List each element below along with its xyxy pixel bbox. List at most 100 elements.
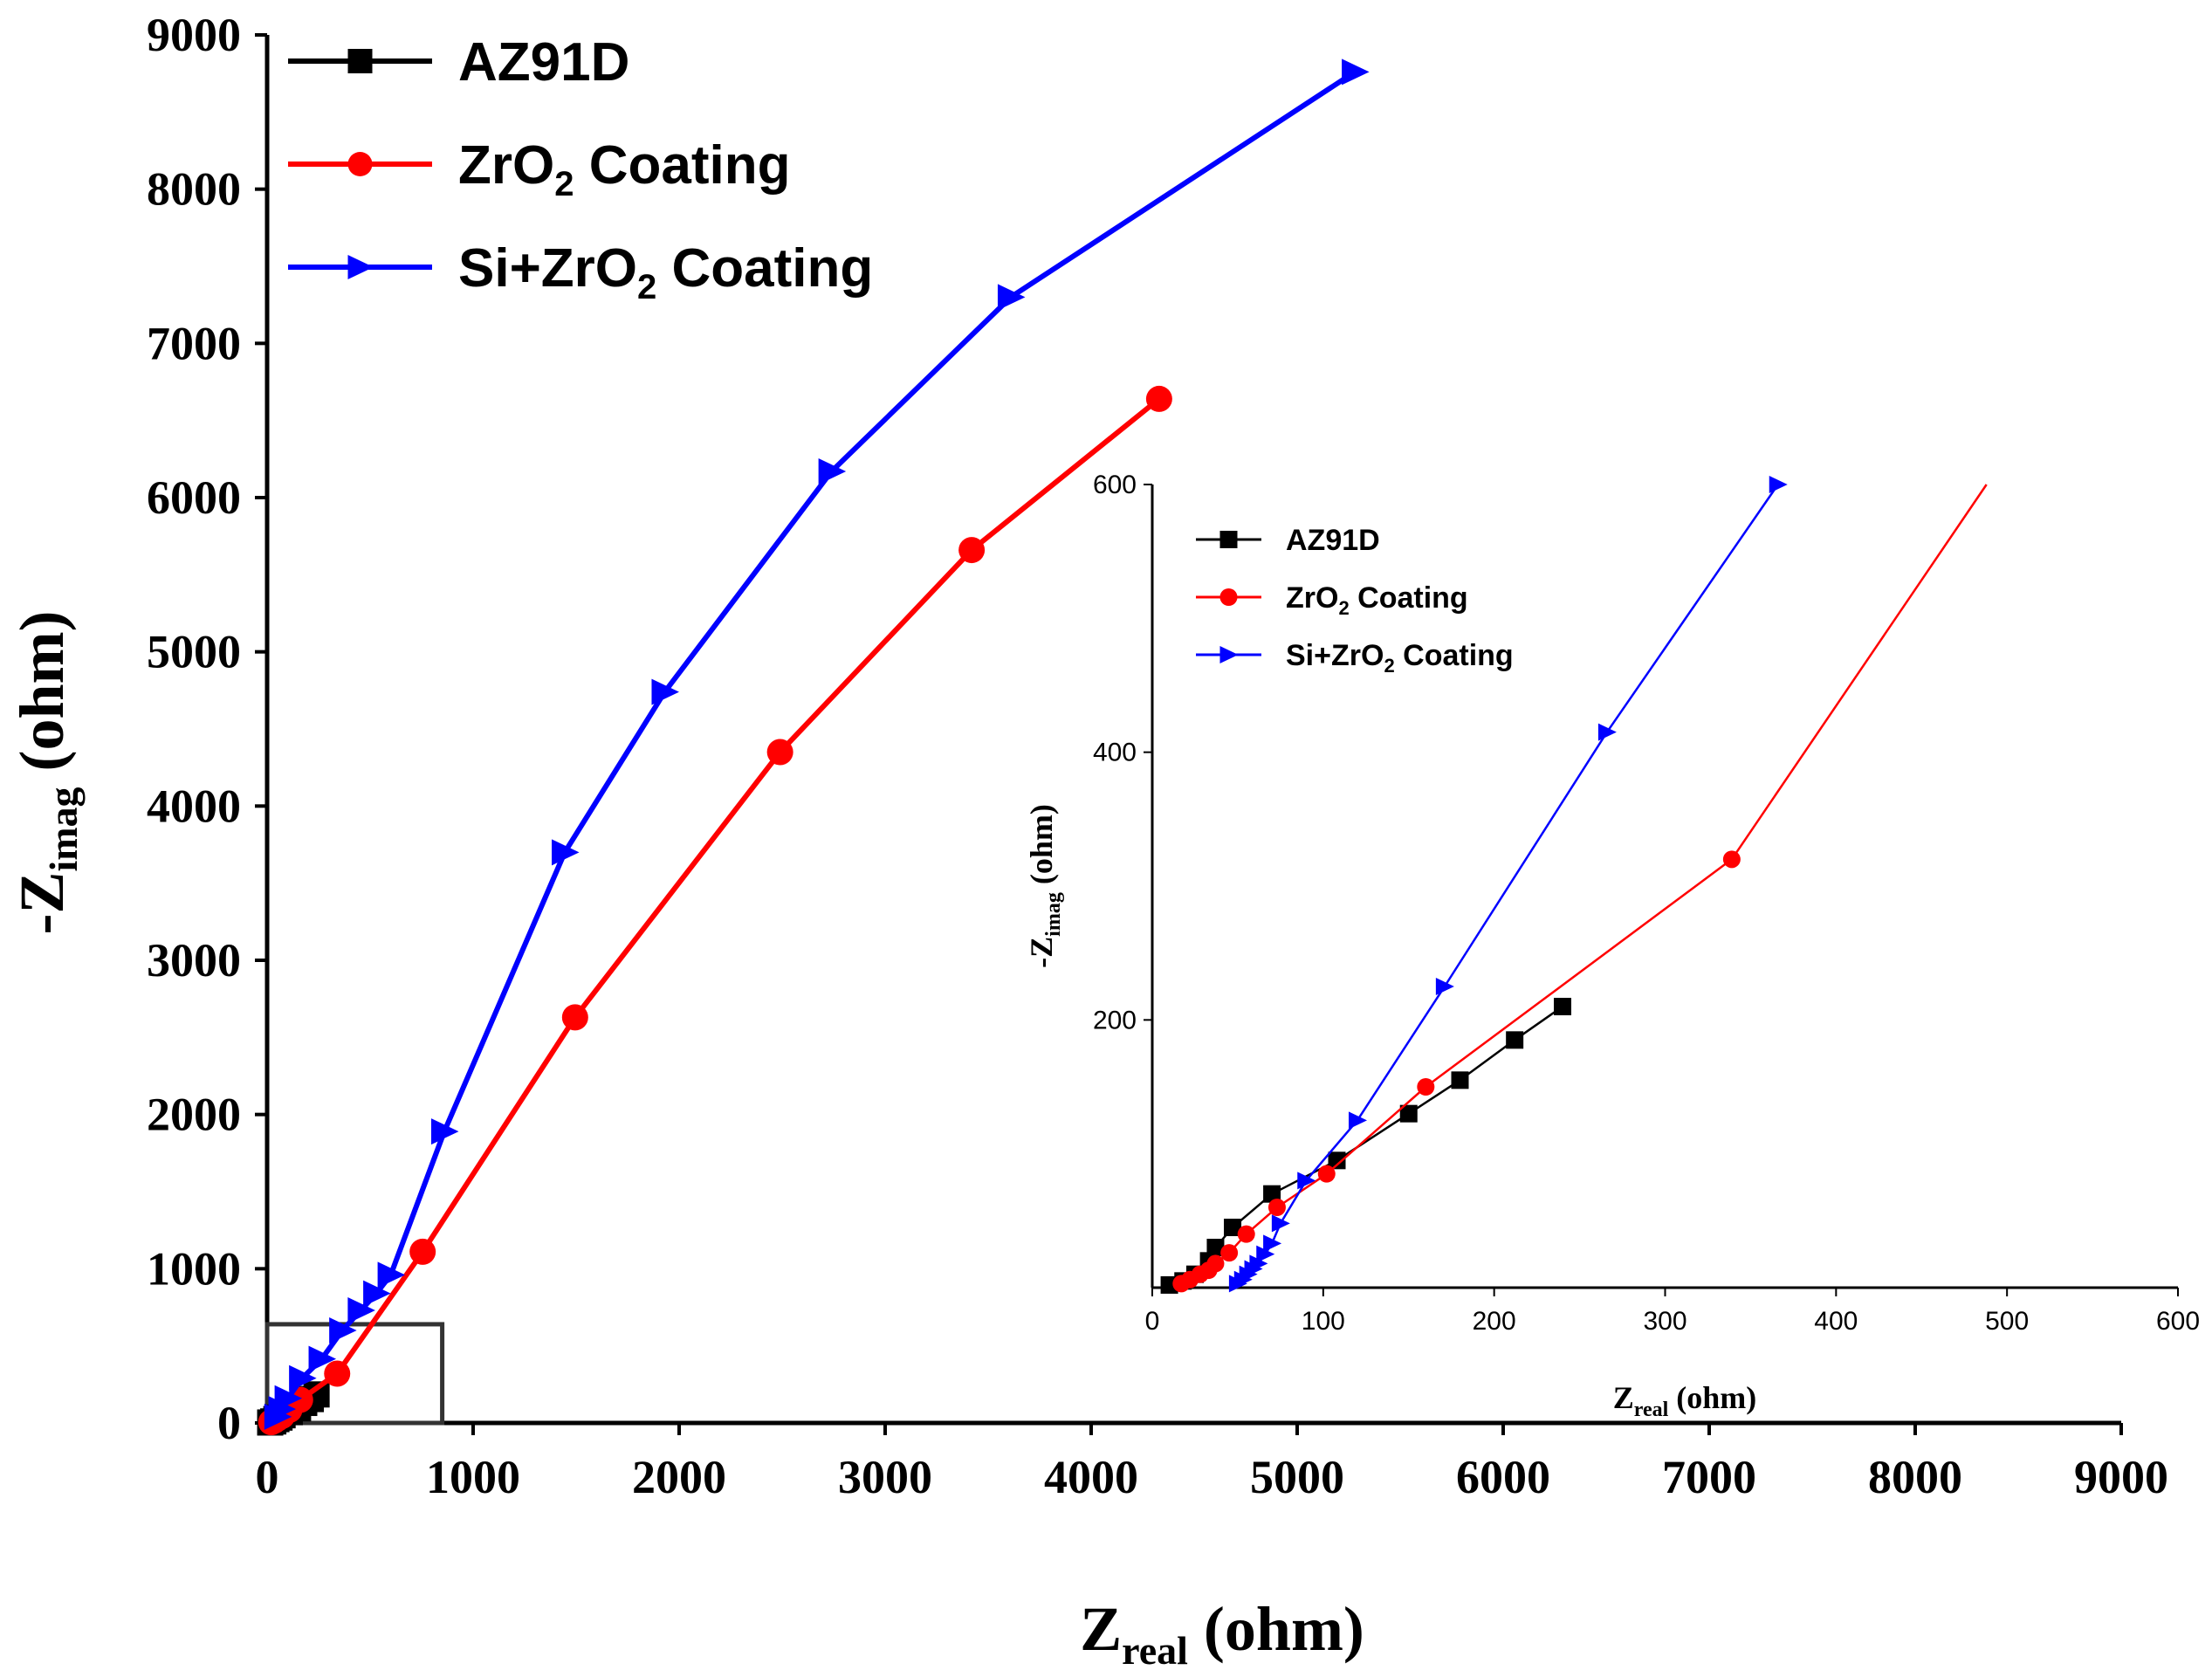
data-point-zro2-coating — [409, 1238, 436, 1265]
y-tick-label: 7000 — [147, 317, 241, 369]
y-tick-label: 2000 — [147, 1089, 241, 1141]
x-tick-label: 3000 — [838, 1451, 932, 1503]
legend-marker — [347, 49, 373, 73]
data-point-si-zro2-coating — [329, 1317, 357, 1344]
x-tick-label: 600 — [2156, 1307, 2200, 1336]
x-tick-label: 400 — [1814, 1307, 1858, 1336]
data-point-si-zro2-coating — [552, 839, 580, 866]
y-axis-label: -Zimag (ohm) — [7, 610, 86, 934]
y-tick-label: 5000 — [147, 626, 241, 678]
data-point-az91d — [1328, 1151, 1346, 1170]
data-point-si-zro2-coating — [1256, 1245, 1275, 1263]
x-tick-label: 0 — [256, 1451, 279, 1503]
legend-label: Si+ZrO2 Coating — [458, 238, 873, 306]
series-line-az91d — [1169, 1005, 1563, 1287]
data-point-si-zro2-coating — [651, 678, 679, 705]
data-point-zro2-coating — [1220, 1244, 1239, 1262]
legend-entry-si-zro2-coating: Si+ZrO2 Coating — [288, 238, 873, 306]
x-tick-label: 100 — [1302, 1307, 1345, 1336]
x-tick-label: 0 — [1145, 1307, 1160, 1336]
x-axis-label: Zreal (ohm) — [1613, 1380, 1757, 1421]
x-tick-label: 500 — [1985, 1307, 2029, 1336]
y-tick-label: 400 — [1093, 739, 1137, 767]
data-point-si-zro2-coating — [308, 1345, 337, 1372]
y-tick-label: 600 — [1093, 471, 1137, 499]
data-point-si-zro2-coating — [347, 1297, 375, 1324]
data-point-zro2-coating — [766, 739, 793, 766]
legend-label: AZ91D — [458, 32, 629, 93]
data-point-si-zro2-coating — [997, 284, 1026, 311]
data-point-az91d — [1451, 1071, 1469, 1089]
zoom-region-box — [264, 1322, 445, 1426]
legend-entry-zro2-coating: ZrO2 Coating — [1196, 581, 1468, 619]
legend-entry-az91d: AZ91D — [1196, 524, 1380, 557]
data-point-si-zro2-coating — [1769, 476, 1788, 493]
y-tick-label: 3000 — [147, 934, 241, 986]
y-tick-label: 1000 — [147, 1242, 241, 1295]
data-point-zro2-coating — [1237, 1225, 1255, 1243]
legend-entry-zro2-coating: ZrO2 Coating — [288, 135, 790, 203]
data-point-zro2-coating — [1317, 1165, 1336, 1183]
data-point-zro2-coating — [1206, 1254, 1225, 1273]
y-tick-label: 0 — [217, 1397, 241, 1449]
legend-marker — [1219, 646, 1239, 663]
x-tick-label: 4000 — [1044, 1451, 1138, 1503]
y-tick-label: 200 — [1093, 1006, 1137, 1034]
series-line-zro2-coating — [270, 396, 1161, 1425]
data-point-az91d — [1224, 1219, 1242, 1236]
data-point-si-zro2-coating — [818, 457, 847, 485]
x-tick-label: 8000 — [1868, 1451, 1962, 1503]
x-tick-label: 5000 — [1250, 1451, 1344, 1503]
legend-label: AZ91D — [1286, 524, 1380, 557]
data-point-zro2-coating — [561, 1004, 588, 1031]
legend-marker — [1219, 531, 1238, 548]
data-point-zro2-coating — [324, 1360, 351, 1387]
y-tick-label: 8000 — [147, 163, 241, 216]
x-tick-label: 300 — [1643, 1307, 1686, 1336]
y-tick-label: 9000 — [147, 9, 241, 61]
y-tick-label: 4000 — [147, 780, 241, 832]
series-zro2-coating — [1172, 484, 1988, 1293]
data-point-si-zro2-coating — [1297, 1172, 1316, 1190]
legend-entry-si-zro2-coating: Si+ZrO2 Coating — [1196, 639, 1514, 677]
x-tick-label: 2000 — [632, 1451, 726, 1503]
data-point-zro2-coating — [958, 537, 986, 564]
data-point-az91d — [1206, 1239, 1225, 1256]
data-point-si-zro2-coating — [1349, 1111, 1367, 1130]
x-axis-label: Zreal (ohm) — [1080, 1594, 1364, 1673]
x-tick-label: 200 — [1473, 1307, 1516, 1336]
legend-marker — [1219, 588, 1238, 606]
main-chart: 0 1000 2000 3000 4000 5000 6000 7000 8000 9000010… — [7, 9, 2168, 1673]
data-point-zro2-coating — [1722, 850, 1741, 869]
data-point-si-zro2-coating — [1263, 1234, 1282, 1253]
data-point-si-zro2-coating — [1271, 1214, 1290, 1233]
x-tick-label: 6000 — [1456, 1451, 1550, 1503]
y-axis-label: -Zimag (ohm) — [1024, 804, 1065, 968]
legend-label: ZrO2 Coating — [1286, 581, 1468, 619]
y-tick-label: 6000 — [147, 471, 241, 524]
legend-marker — [347, 255, 374, 279]
data-point-si-zro2-coating — [1249, 1254, 1268, 1273]
legend-marker — [347, 152, 373, 176]
data-point-zro2-coating — [1267, 1199, 1286, 1216]
data-point-az91d — [1399, 1104, 1418, 1123]
data-point-zro2-coating — [1145, 385, 1172, 412]
data-point-si-zro2-coating — [1597, 723, 1617, 741]
data-point-az91d — [1506, 1031, 1524, 1049]
legend-entry-az91d: AZ91D — [288, 32, 629, 93]
inset-chart: 0 100 200 300 400 500 600 200 400 600 Zreal (ohm) -… — [1024, 471, 2200, 1421]
legend-label: ZrO2 Coating — [458, 135, 790, 203]
data-point-zro2-coating — [1417, 1078, 1435, 1096]
series-si-zro2-coating — [264, 58, 1370, 1430]
data-point-si-zro2-coating — [1435, 978, 1454, 995]
x-tick-label: 9000 — [2074, 1451, 2168, 1503]
data-point-az91d — [1554, 998, 1571, 1015]
data-point-si-zro2-coating — [289, 1364, 317, 1392]
series-si-zro2-coating — [1228, 476, 1788, 1293]
x-tick-label: 7000 — [1662, 1451, 1756, 1503]
data-point-si-zro2-coating — [377, 1261, 406, 1289]
data-point-si-zro2-coating — [1342, 58, 1370, 86]
legend-label: Si+ZrO2 Coating — [1286, 639, 1514, 677]
data-point-az91d — [1263, 1185, 1281, 1203]
